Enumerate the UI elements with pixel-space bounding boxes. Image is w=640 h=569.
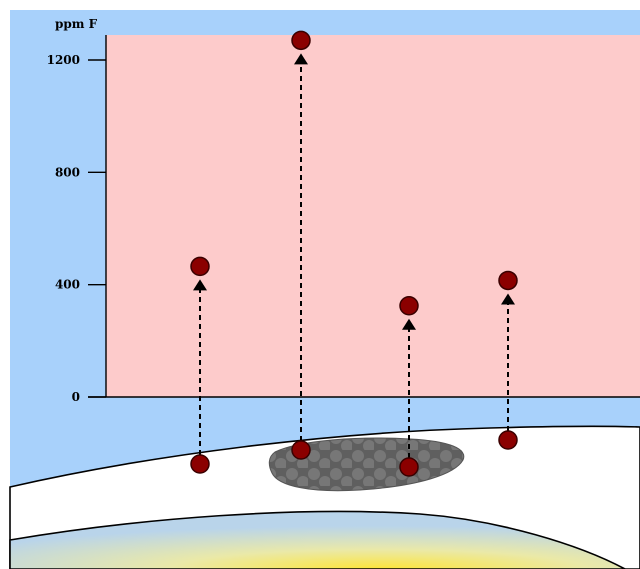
base-marker bbox=[291, 440, 311, 460]
measurement-pair bbox=[399, 295, 419, 477]
value-marker bbox=[498, 270, 518, 291]
dentin-layer bbox=[9, 510, 626, 569]
y-axis-label: ppm F bbox=[55, 17, 98, 31]
measurement-pair bbox=[498, 270, 518, 450]
base-marker bbox=[498, 430, 518, 450]
y-tick-label: 1200 bbox=[47, 53, 80, 67]
value-marker bbox=[399, 295, 419, 316]
lesion-area bbox=[268, 437, 465, 492]
arrowhead-icon bbox=[501, 293, 515, 305]
y-tick-label: 0 bbox=[72, 390, 80, 404]
arrowhead-icon bbox=[294, 53, 308, 65]
arrowhead-icon bbox=[402, 318, 416, 330]
y-axis bbox=[88, 35, 640, 398]
base-marker bbox=[399, 457, 419, 477]
measurement-pairs bbox=[190, 30, 518, 477]
y-axis-ticks: 0 400 800 1200 bbox=[47, 53, 106, 404]
chart-plot-area bbox=[106, 35, 640, 397]
base-marker bbox=[190, 454, 210, 474]
value-marker bbox=[190, 256, 210, 277]
arrowhead-icon bbox=[193, 279, 207, 291]
value-marker bbox=[291, 30, 311, 51]
y-tick-label: 400 bbox=[55, 278, 80, 292]
measurement-pair bbox=[291, 30, 311, 460]
y-tick-label: 800 bbox=[55, 165, 80, 179]
measurement-pair bbox=[190, 256, 210, 474]
